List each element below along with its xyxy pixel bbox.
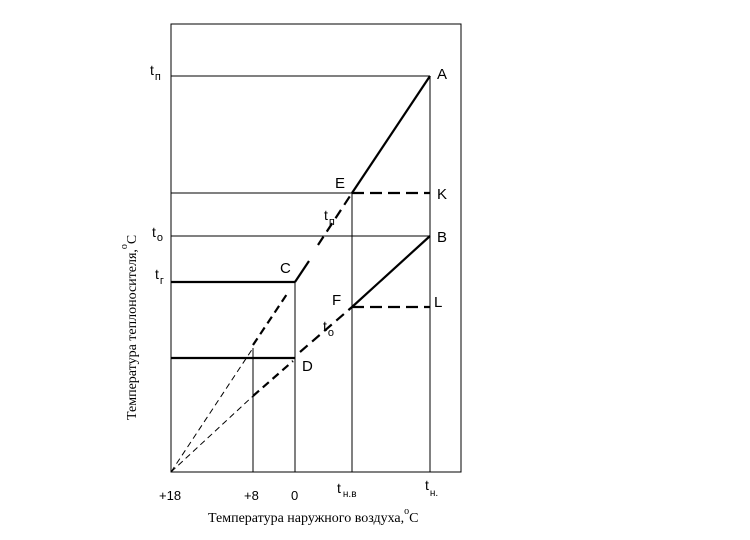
supply-curve-label: tп bbox=[324, 207, 335, 228]
return-curve-label-sub: о bbox=[328, 327, 334, 339]
x-tick-t-nv: t н.в bbox=[337, 480, 357, 500]
supply-dashed-segment-low bbox=[252, 293, 288, 346]
supply-dashed-segment-mid bbox=[317, 192, 353, 246]
x-axis-title-text: Температура наружного воздуха, bbox=[208, 511, 404, 526]
x-axis-title: Температура наружного воздуха,oC bbox=[208, 506, 418, 526]
x-axis-unit-sup: o bbox=[404, 506, 409, 517]
supply-extrapolation-dashed bbox=[170, 347, 254, 473]
y-tick-t-o: tо bbox=[152, 224, 163, 244]
y-tick-t-p-main: t bbox=[150, 62, 154, 78]
x-tick-plus8: +8 bbox=[244, 488, 259, 503]
supply-curve-label-main: t bbox=[324, 207, 328, 223]
x-tick-t-n-main: t bbox=[425, 477, 429, 493]
x-tick-t-nv-main: t bbox=[337, 480, 341, 496]
x-tick-plus18: +18 bbox=[159, 488, 181, 503]
supply-line-e-a bbox=[351, 75, 431, 194]
supply-line-c-start bbox=[294, 260, 310, 283]
x-tick-zero: 0 bbox=[291, 488, 298, 503]
y-axis-title: Температура теплоносителя,oC bbox=[119, 235, 140, 420]
y-axis-unit-sup: o bbox=[119, 244, 130, 249]
point-e-label: E bbox=[335, 175, 345, 192]
y-axis-title-text: Температура теплоносителя, bbox=[125, 249, 140, 420]
x-tick-t-nv-sub: н.в bbox=[343, 489, 357, 500]
plot-frame bbox=[170, 23, 462, 473]
point-c-label: C bbox=[280, 260, 291, 277]
y-tick-t-g-sub: г bbox=[160, 275, 164, 287]
y-tick-t-g: tг bbox=[155, 266, 164, 287]
y-tick-t-o-sub: о bbox=[157, 232, 163, 244]
return-curve-label-main: t bbox=[323, 318, 327, 334]
point-l-label: L bbox=[434, 294, 442, 311]
return-extrapolation-dashed bbox=[170, 395, 254, 473]
y-axis-unit: C bbox=[125, 235, 140, 244]
y-tick-t-o-main: t bbox=[152, 224, 156, 240]
y-tick-t-g-main: t bbox=[155, 266, 159, 282]
return-dashed-segment-mid bbox=[299, 306, 353, 353]
x-tick-t-n: tн. bbox=[425, 477, 438, 499]
supply-curve-label-sub: п bbox=[329, 216, 335, 228]
return-dashed-segment-low bbox=[252, 360, 294, 397]
point-b-label: B bbox=[437, 229, 447, 246]
return-curve-label: tо bbox=[323, 318, 334, 339]
point-d-label: D bbox=[302, 358, 313, 375]
x-axis-unit: C bbox=[409, 511, 418, 526]
y-tick-t-p: tп bbox=[150, 62, 161, 83]
y-tick-t-p-sub: п bbox=[155, 71, 161, 83]
point-f-label: F bbox=[332, 292, 341, 309]
point-k-label: K bbox=[437, 186, 447, 203]
point-a-label: A bbox=[437, 66, 447, 83]
x-tick-t-n-sub: н. bbox=[430, 488, 438, 499]
return-line-f-b bbox=[351, 235, 431, 308]
